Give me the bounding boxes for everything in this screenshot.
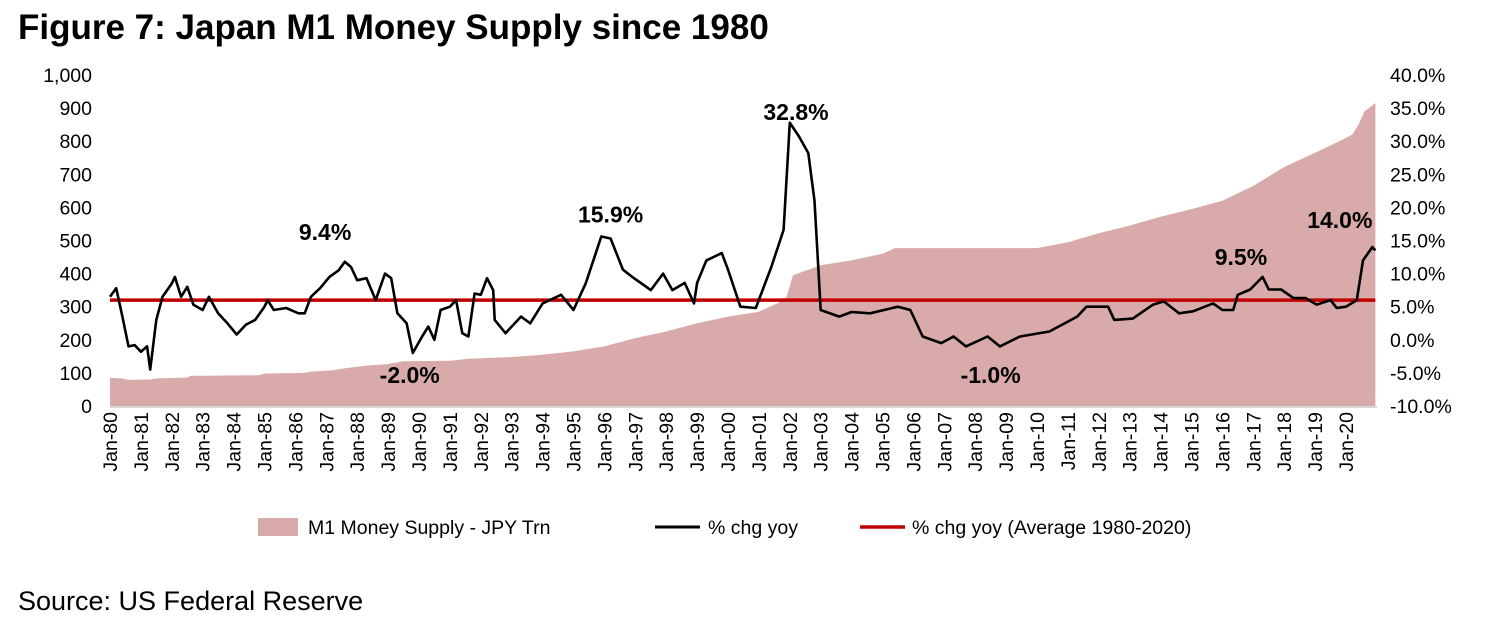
x-axis-tick-label: Jan-99 [687,412,709,472]
x-axis-tick-label: Jan-90 [409,412,431,472]
x-axis-tick-label: Jan-91 [440,412,462,472]
m1-money-supply-area [110,103,1376,406]
x-axis-tick-label: Jan-04 [842,412,864,472]
right-axis-tick-label: 40.0% [1390,65,1445,87]
right-axis-tick-label: 25.0% [1390,164,1445,186]
x-axis-tick-label: Jan-96 [594,412,616,472]
left-axis-tick-label: 200 [59,330,92,352]
x-axis-tick-label: Jan-16 [1212,412,1234,472]
yoy-change-line [108,121,1377,371]
data-label-annotation: 9.5% [1215,244,1267,270]
x-axis-tick-label: Jan-01 [749,412,771,472]
right-axis-tick-label: -5.0% [1390,363,1441,385]
x-axis-tick-label: Jan-10 [1027,412,1049,472]
left-axis-tick-label: 600 [59,197,92,219]
data-label-annotation: -2.0% [380,362,440,388]
x-axis-tick-label: Jan-14 [1151,412,1173,472]
x-axis-tick-label: Jan-82 [162,412,184,472]
left-axis-tick-label: 100 [59,363,92,385]
x-axis-tick-label: Jan-95 [564,412,586,472]
source-note: Source: US Federal Reserve [18,586,364,616]
left-axis-tick-label: 700 [59,164,92,186]
data-label-annotation: 9.4% [299,219,351,245]
figure-title: Figure 7: Japan M1 Money Supply since 19… [18,8,769,47]
x-axis-tick-label: Jan-09 [996,412,1018,472]
x-axis-tick-label: Jan-88 [347,412,369,472]
x-axis-tick-label: Jan-89 [378,412,400,472]
x-axis-tick-label: Jan-81 [131,412,153,472]
x-axis-tick-label: Jan-80 [100,412,122,472]
x-axis-tick-label: Jan-87 [316,412,338,472]
x-axis-tick-label: Jan-97 [625,412,647,472]
left-axis-tick-label: 800 [59,131,92,153]
right-axis-tick-label: 15.0% [1390,231,1445,253]
x-axis-tick-label: Jan-00 [718,412,740,472]
x-axis-tick-label: Jan-19 [1305,412,1327,472]
right-axis-tick-label: 0.0% [1390,330,1434,352]
x-axis-tick-label: Jan-93 [502,412,524,472]
x-axis-tick-label: Jan-07 [934,412,956,472]
left-axis-tick-label: 1,000 [43,65,92,87]
right-axis-tick-label: 30.0% [1390,131,1445,153]
legend-label-m1: M1 Money Supply - JPY Trn [308,517,550,539]
left-axis-tick-label: 500 [59,231,92,253]
x-axis-tick-label: Jan-06 [903,412,925,472]
data-label-annotation: 14.0% [1307,207,1372,233]
right-axis-tick-label: 10.0% [1390,264,1445,286]
right-axis-tick-label: 35.0% [1390,98,1445,120]
x-axis-tick-label: Jan-11 [1058,412,1080,470]
x-axis-tick-label: Jan-08 [965,412,987,472]
legend-label-average: % chg yoy (Average 1980-2020) [912,517,1191,539]
x-axis-tick-label: Jan-98 [656,412,678,472]
left-axis-tick-label: 300 [59,297,92,319]
x-axis-tick-label: Jan-15 [1182,412,1204,472]
x-axis-tick-label: Jan-02 [780,412,802,472]
left-axis-tick-label: 900 [59,98,92,120]
right-axis-tick-label: 5.0% [1390,297,1434,319]
x-axis-tick-label: Jan-03 [811,412,833,472]
data-label-annotation: -1.0% [961,362,1021,388]
x-axis-tick-label: Jan-18 [1274,412,1296,472]
right-axis-tick-label: 20.0% [1390,197,1445,219]
legend-label-yoy: % chg yoy [708,517,798,539]
x-axis-tick-label: Jan-20 [1336,412,1358,472]
data-label-annotation: 15.9% [578,202,643,228]
x-axis-tick-label: Jan-13 [1120,412,1142,472]
x-axis-tick-label: Jan-83 [193,412,215,472]
right-axis-tick-label: -10.0% [1390,396,1452,418]
x-axis-tick-label: Jan-17 [1243,412,1265,472]
x-axis-tick-label: Jan-86 [285,412,307,472]
left-axis-tick-label: 0 [81,396,92,418]
x-axis-tick-label: Jan-84 [224,412,246,472]
data-label-annotation: 32.8% [763,99,828,125]
legend-swatch-m1 [258,518,298,536]
left-axis-tick-label: 400 [59,264,92,286]
x-axis-tick-label: Jan-12 [1089,412,1111,472]
x-axis-tick-label: Jan-05 [873,412,895,472]
x-axis-tick-label: Jan-85 [255,412,277,472]
x-axis-tick-label: Jan-92 [471,412,493,472]
x-axis-tick-label: Jan-94 [533,412,555,472]
